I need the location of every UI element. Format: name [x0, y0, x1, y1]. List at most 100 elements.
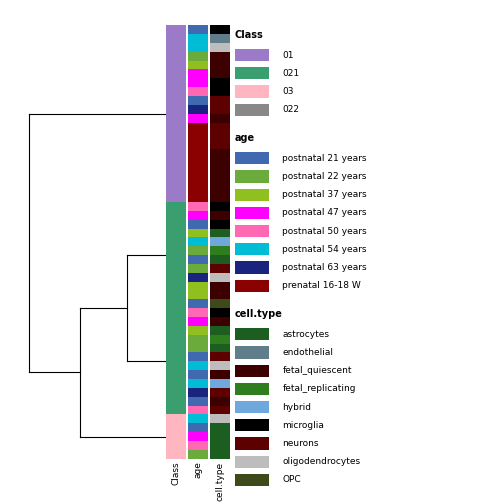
Bar: [235, 104, 269, 116]
Bar: [235, 346, 269, 358]
Bar: [188, 352, 208, 361]
Bar: [210, 78, 230, 87]
Text: postnatal 54 years: postnatal 54 years: [282, 245, 367, 254]
Bar: [235, 383, 269, 395]
Bar: [210, 255, 230, 264]
Bar: [188, 423, 208, 432]
Bar: [188, 114, 208, 122]
Bar: [188, 441, 208, 450]
Bar: [188, 326, 208, 335]
Text: prenatal 16-18 W: prenatal 16-18 W: [282, 281, 361, 290]
Bar: [188, 167, 208, 175]
Bar: [188, 193, 208, 202]
Bar: [188, 255, 208, 264]
Bar: [188, 105, 208, 114]
Bar: [210, 220, 230, 229]
Bar: [235, 364, 269, 376]
Bar: [210, 246, 230, 255]
Bar: [188, 388, 208, 397]
Bar: [235, 280, 269, 292]
Bar: [210, 52, 230, 60]
Bar: [188, 282, 208, 291]
Bar: [188, 96, 208, 105]
Bar: [210, 326, 230, 335]
Bar: [210, 140, 230, 149]
Bar: [210, 202, 230, 211]
Bar: [210, 388, 230, 397]
Bar: [188, 370, 208, 379]
Bar: [235, 152, 269, 164]
Bar: [188, 70, 208, 78]
Bar: [210, 211, 230, 220]
Bar: [235, 474, 269, 486]
Bar: [188, 211, 208, 220]
Text: fetal_quiescent: fetal_quiescent: [282, 366, 352, 375]
Bar: [210, 264, 230, 273]
Bar: [166, 406, 186, 414]
Bar: [235, 67, 269, 80]
Bar: [166, 397, 186, 406]
Bar: [166, 140, 186, 149]
Bar: [166, 441, 186, 450]
Bar: [166, 352, 186, 361]
Bar: [188, 220, 208, 229]
Bar: [188, 184, 208, 193]
Bar: [235, 49, 269, 61]
Bar: [166, 132, 186, 140]
Bar: [188, 273, 208, 282]
Bar: [166, 220, 186, 229]
Bar: [166, 326, 186, 335]
Bar: [166, 122, 186, 132]
Text: hybrid: hybrid: [282, 403, 311, 412]
Bar: [210, 450, 230, 459]
Text: cell.type: cell.type: [235, 308, 283, 319]
Bar: [166, 264, 186, 273]
Bar: [166, 193, 186, 202]
Text: Class: Class: [235, 30, 264, 39]
Text: neurons: neurons: [282, 439, 319, 448]
Bar: [166, 96, 186, 105]
Bar: [235, 188, 269, 201]
Bar: [188, 140, 208, 149]
Bar: [210, 308, 230, 317]
Bar: [210, 60, 230, 70]
Bar: [166, 105, 186, 114]
Bar: [188, 202, 208, 211]
Bar: [188, 361, 208, 370]
Bar: [166, 388, 186, 397]
Bar: [166, 70, 186, 78]
Bar: [210, 149, 230, 158]
Bar: [210, 317, 230, 326]
Bar: [188, 132, 208, 140]
Text: postnatal 47 years: postnatal 47 years: [282, 208, 367, 217]
Bar: [235, 328, 269, 340]
Text: 022: 022: [282, 105, 299, 114]
Bar: [166, 229, 186, 237]
Bar: [166, 237, 186, 246]
Text: postnatal 21 years: postnatal 21 years: [282, 154, 367, 163]
Bar: [166, 43, 186, 52]
Bar: [166, 60, 186, 70]
Bar: [188, 78, 208, 87]
Bar: [210, 34, 230, 43]
Bar: [188, 432, 208, 441]
Text: 021: 021: [282, 69, 299, 78]
Bar: [210, 25, 230, 34]
Bar: [166, 202, 186, 211]
Bar: [166, 432, 186, 441]
Bar: [235, 262, 269, 274]
Bar: [188, 175, 208, 184]
Bar: [188, 237, 208, 246]
Bar: [166, 114, 186, 122]
Bar: [235, 456, 269, 468]
Bar: [188, 397, 208, 406]
Text: postnatal 50 years: postnatal 50 years: [282, 227, 367, 235]
Bar: [166, 299, 186, 308]
Bar: [166, 52, 186, 60]
Bar: [210, 335, 230, 344]
Bar: [166, 379, 186, 388]
Bar: [166, 78, 186, 87]
Bar: [188, 299, 208, 308]
Bar: [166, 335, 186, 344]
Bar: [210, 397, 230, 406]
